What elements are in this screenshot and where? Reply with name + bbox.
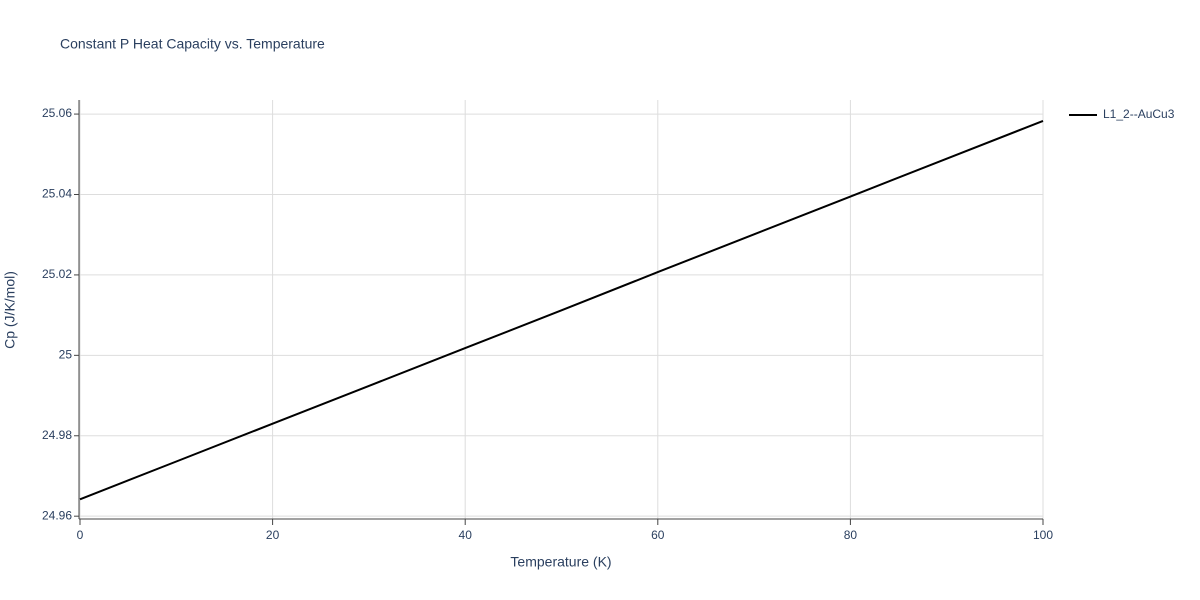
x-tick-label: 0 xyxy=(77,528,84,542)
legend-label: L1_2--AuCu3 xyxy=(1103,107,1175,121)
x-tick-label: 60 xyxy=(651,528,665,542)
x-tick-label: 20 xyxy=(266,528,280,542)
chart-title: Constant P Heat Capacity vs. Temperature xyxy=(60,36,325,52)
y-tick-label: 25 xyxy=(59,348,73,362)
x-axis-title: Temperature (K) xyxy=(510,554,611,570)
data-line xyxy=(79,119,1044,501)
y-axis-title: Cp (J/K/mol) xyxy=(2,271,18,349)
y-tick-label: 25.04 xyxy=(42,187,72,201)
y-tick-label: 25.06 xyxy=(42,106,72,120)
y-tick-label: 24.98 xyxy=(42,428,72,442)
y-tick-label: 24.96 xyxy=(42,508,72,522)
x-tick-label: 100 xyxy=(1033,528,1053,542)
x-tick-label: 40 xyxy=(459,528,473,542)
x-tick-label: 80 xyxy=(844,528,858,542)
y-tick-label: 25.02 xyxy=(42,267,72,281)
